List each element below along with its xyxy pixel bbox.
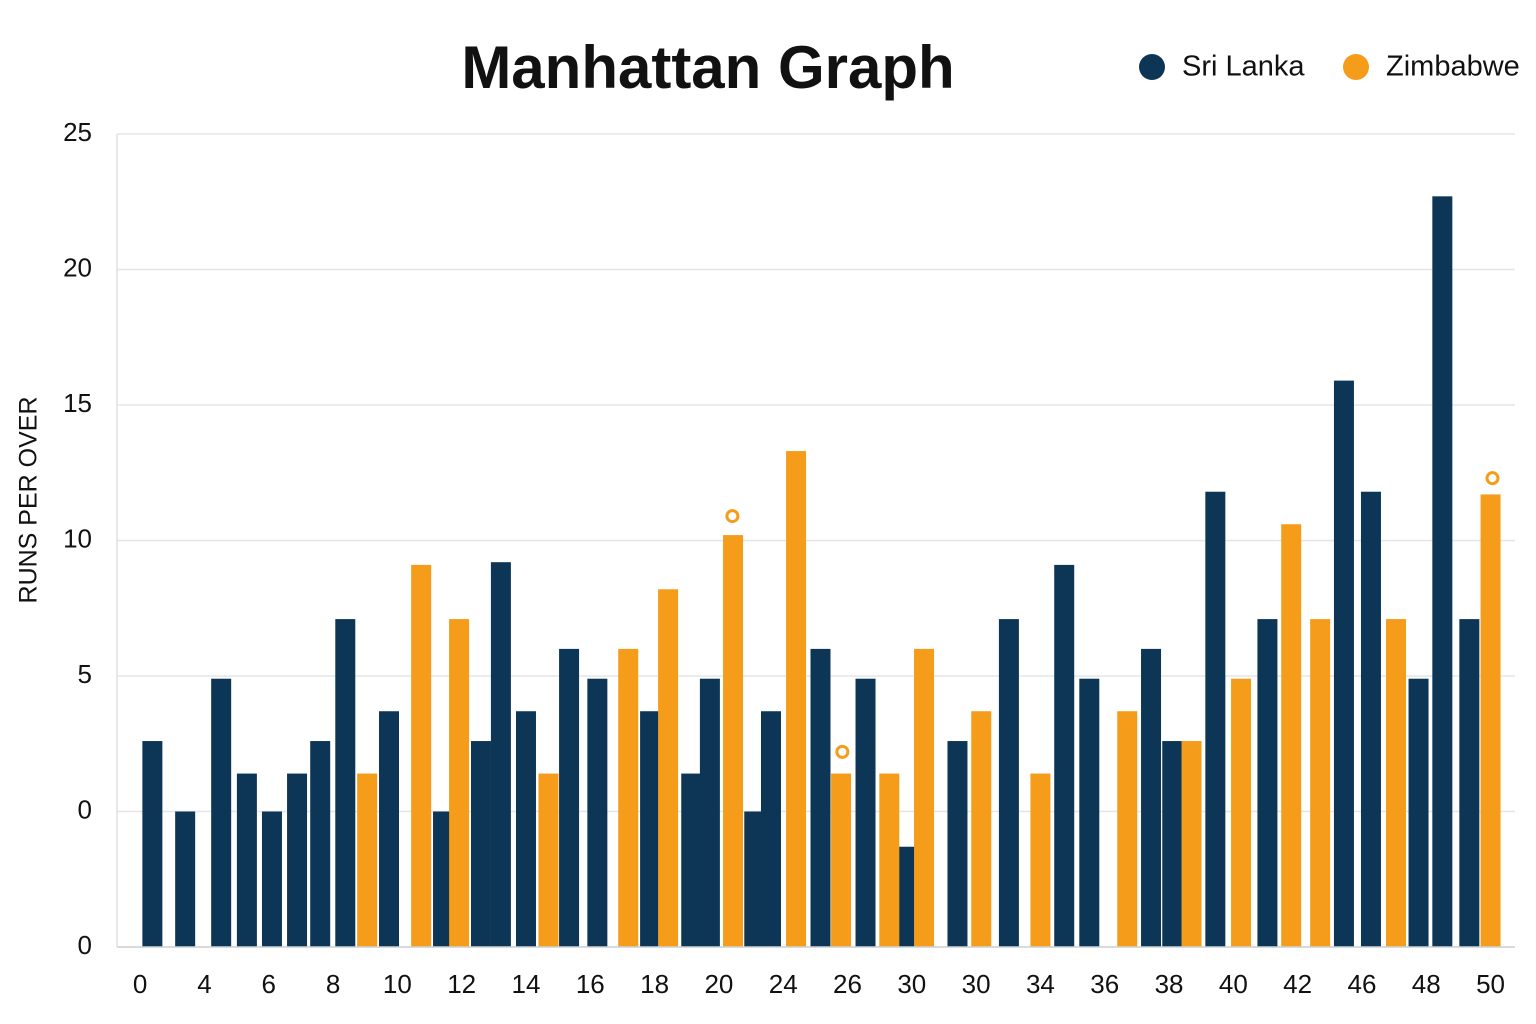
x-tick-label: 6	[262, 969, 276, 999]
bar	[947, 741, 968, 947]
chart-title: Manhattan Graph	[461, 34, 954, 101]
x-tick-label: 10	[383, 969, 412, 999]
y-axis-label: RUNS PER OVER	[15, 397, 43, 604]
bar	[914, 648, 935, 947]
x-tick-label: 18	[640, 969, 669, 999]
y-tick-label: 0	[78, 930, 92, 960]
bar	[411, 564, 432, 947]
x-tick-label: 14	[512, 969, 541, 999]
x-tick-label: 48	[1412, 969, 1441, 999]
bar	[515, 711, 536, 947]
bar	[379, 711, 400, 947]
bar	[1257, 619, 1278, 947]
y-tick-label: 10	[63, 523, 92, 553]
x-tick-label: 12	[447, 969, 476, 999]
x-tick-label: 42	[1283, 969, 1312, 999]
bar	[1054, 564, 1075, 947]
bar	[175, 811, 196, 947]
bar	[538, 773, 559, 947]
bar	[1310, 619, 1331, 947]
x-tick-label: 46	[1347, 969, 1376, 999]
marker	[1485, 471, 1500, 486]
bar	[357, 773, 378, 947]
bar	[1408, 678, 1429, 947]
bar	[723, 535, 744, 947]
bar	[1181, 741, 1202, 947]
bar	[855, 678, 876, 947]
bar	[1162, 741, 1183, 947]
bar	[786, 451, 807, 947]
bar	[810, 648, 831, 947]
y-tick-label: 5	[78, 659, 92, 689]
bar	[1386, 619, 1407, 947]
x-tick-label: 36	[1090, 969, 1119, 999]
bar	[433, 811, 454, 947]
bar	[490, 562, 511, 947]
bar	[1205, 491, 1226, 947]
y-tick-label: 20	[63, 252, 92, 282]
bar	[211, 678, 232, 947]
bar	[744, 811, 765, 947]
bar	[1333, 380, 1354, 947]
bar	[587, 678, 608, 947]
bar	[1231, 678, 1252, 947]
bar	[335, 619, 356, 947]
bar	[618, 648, 639, 947]
bar	[971, 711, 992, 947]
marker	[725, 509, 740, 524]
x-tick-label: 40	[1219, 969, 1248, 999]
bar	[1117, 711, 1138, 947]
legend-label: Sri Lanka	[1182, 51, 1305, 83]
bar	[879, 773, 900, 947]
x-tick-label: 34	[1026, 969, 1055, 999]
x-tick-label: 16	[576, 969, 605, 999]
x-tick-label: 30	[962, 969, 991, 999]
legend-label: Zimbabwe	[1386, 51, 1520, 83]
y-tick-label: 0	[78, 794, 92, 824]
bar	[831, 773, 852, 947]
bar	[1079, 678, 1100, 947]
bar	[1030, 773, 1051, 947]
legend-swatch	[1343, 54, 1369, 80]
x-tick-label: 0	[133, 969, 147, 999]
bar	[1480, 494, 1501, 947]
x-tick-label: 4	[197, 969, 211, 999]
bar	[287, 773, 308, 947]
bar	[470, 741, 491, 947]
bar	[236, 773, 257, 947]
bar	[699, 678, 720, 947]
bar	[658, 589, 679, 947]
bar	[640, 711, 661, 947]
x-tick-label: 26	[833, 969, 862, 999]
bar	[998, 619, 1019, 947]
x-tick-label: 24	[769, 969, 798, 999]
y-tick-label: 15	[63, 388, 92, 418]
y-tick-label: 25	[63, 117, 92, 147]
bar	[1360, 491, 1381, 947]
bar	[897, 846, 918, 947]
bar	[559, 648, 580, 947]
bar	[681, 773, 702, 947]
bar	[261, 811, 282, 947]
x-tick-label: 50	[1476, 969, 1505, 999]
bar	[142, 741, 163, 947]
bar	[1459, 619, 1480, 947]
bar	[760, 711, 781, 947]
bar	[1141, 648, 1162, 947]
x-tick-label: 38	[1155, 969, 1184, 999]
x-tick-label: 20	[704, 969, 733, 999]
legend-swatch	[1139, 54, 1165, 80]
bar	[310, 741, 331, 947]
bar	[449, 619, 470, 947]
bar	[1432, 196, 1453, 947]
marker	[835, 744, 850, 759]
x-tick-label: 8	[326, 969, 340, 999]
bar	[1281, 524, 1302, 947]
x-tick-label: 30	[897, 969, 926, 999]
